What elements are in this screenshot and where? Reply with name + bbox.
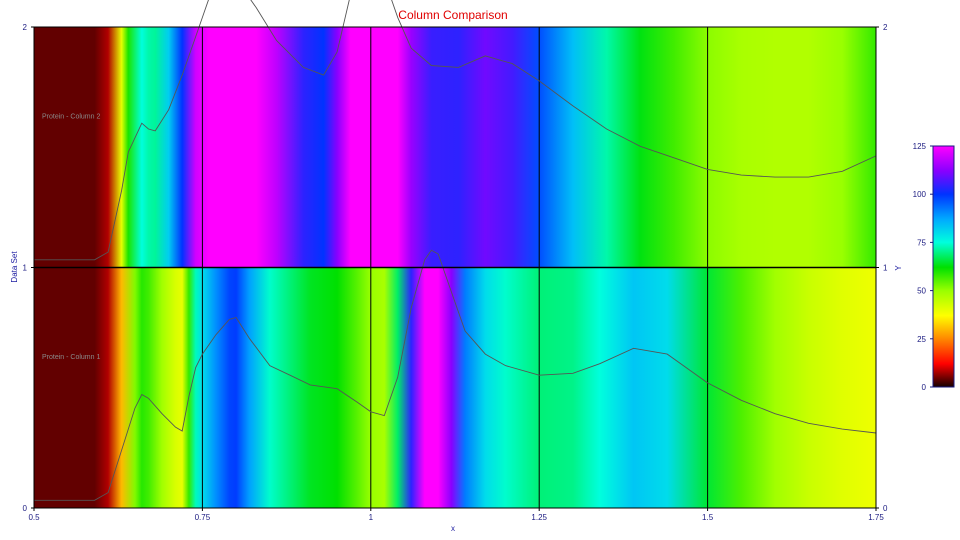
y-tick-label-right: 2 xyxy=(883,23,888,32)
x-tick-label: 1.25 xyxy=(531,513,547,522)
y-tick-label-right: 0 xyxy=(883,504,888,513)
colorbar-tick-label: 75 xyxy=(917,238,926,247)
series-curves xyxy=(34,0,877,501)
y-axis-label-left: Data Set xyxy=(10,251,19,283)
colorbar: 0 25 50 75 100 125 xyxy=(913,142,955,392)
series-line-1 xyxy=(34,249,877,501)
colorbar-tick-label: 125 xyxy=(913,142,927,151)
chart-title: Column Comparison xyxy=(398,8,507,22)
y-axis-label-right: Y xyxy=(894,265,903,271)
colorbar-tick-label: 50 xyxy=(917,287,926,296)
x-tick-label: 1.5 xyxy=(702,513,714,522)
y-tick-label-left: 2 xyxy=(23,23,28,32)
x-tick-label: 1 xyxy=(369,513,374,522)
x-tick-label: 0.75 xyxy=(195,513,211,522)
x-axis-label: x xyxy=(451,524,455,533)
heatmap-band-2 xyxy=(34,27,876,268)
x-tick-label: 0.5 xyxy=(28,513,40,522)
series-labels: Protein - Column 1 Protein - Column 2 xyxy=(42,113,100,361)
y-axis-ticks: 0 0 1 1 2 2 xyxy=(23,23,888,513)
y-tick-label-left: 0 xyxy=(23,504,28,513)
series-line-2 xyxy=(34,0,877,261)
x-tick-label: 1.75 xyxy=(868,513,884,522)
colorbar-tick-label: 100 xyxy=(913,190,927,199)
series-label-1: Protein - Column 1 xyxy=(42,354,100,361)
y-tick-label-left: 1 xyxy=(23,264,28,273)
heatmap-band-1 xyxy=(34,267,876,508)
x-axis-ticks: 0.5 0.75 1 1.25 1.5 1.75 xyxy=(28,508,884,522)
colorbar-scale xyxy=(932,145,955,388)
y-tick-label-right: 1 xyxy=(883,264,888,273)
series-label-2: Protein - Column 2 xyxy=(42,113,100,120)
colorbar-tick-label: 0 xyxy=(922,383,927,392)
colorbar-tick-label: 25 xyxy=(917,335,926,344)
